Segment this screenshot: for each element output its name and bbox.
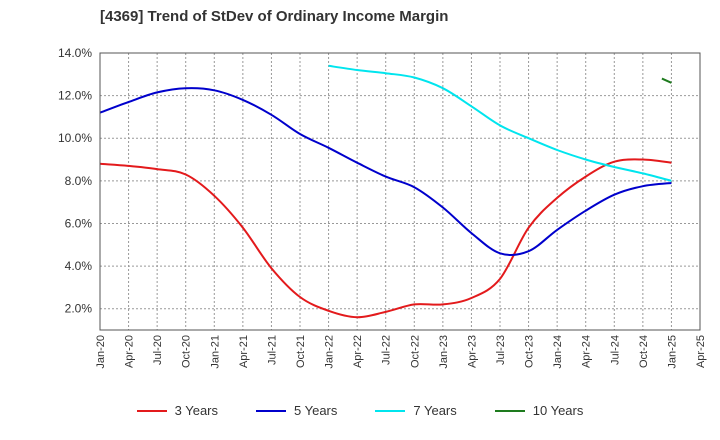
x-tick-label: Jan-24 xyxy=(552,335,564,369)
plot-frame xyxy=(99,52,701,331)
x-tick-label: Jul-24 xyxy=(609,335,621,365)
y-tick-label: 2.0% xyxy=(65,302,93,316)
x-tick-label: Jan-22 xyxy=(324,335,336,369)
legend-item-5-years: 5 Years xyxy=(256,403,337,418)
x-tick-label: Jul-23 xyxy=(495,335,507,365)
x-tick-label: Apr-20 xyxy=(124,335,136,368)
x-tick-label: Jul-21 xyxy=(266,335,278,365)
x-tick-label: Jul-22 xyxy=(381,335,393,365)
x-tick-label: Jan-21 xyxy=(209,335,221,369)
y-tick-label: 8.0% xyxy=(65,174,93,188)
series-line-10-years xyxy=(661,77,672,84)
legend-item-7-years: 7 Years xyxy=(375,403,457,418)
series-line-3-years xyxy=(99,158,672,319)
series-line-5-years xyxy=(99,87,672,256)
x-tick-label: Jul-20 xyxy=(152,335,164,365)
y-tick-label: 10.0% xyxy=(58,131,92,145)
x-tick-label: Apr-23 xyxy=(466,335,478,368)
y-tick-label: 14.0% xyxy=(58,46,92,60)
series-line-7-years xyxy=(328,64,672,182)
x-tick-label: Apr-25 xyxy=(695,335,707,368)
x-tick-label: Oct-20 xyxy=(181,335,193,368)
y-tick-label: 6.0% xyxy=(65,216,93,230)
legend-swatch-7-years xyxy=(375,409,406,412)
legend: 3 Years 5 Years 7 Years 10 Years xyxy=(0,403,720,418)
legend-label-5-years: 5 Years xyxy=(294,403,338,418)
x-tick-label: Apr-21 xyxy=(238,335,250,368)
series-lines xyxy=(99,64,672,319)
x-tick-label: Jan-25 xyxy=(666,335,678,369)
legend-swatch-5-years xyxy=(256,409,286,412)
legend-swatch-10-years xyxy=(494,409,525,412)
x-tick-label: Jan-20 xyxy=(95,335,107,369)
legend-item-10-years: 10 Years xyxy=(494,403,584,418)
axes: Jan-20 Apr-20 Jul-20 Oct-20 Jan-21 Apr-21 Jul-… xyxy=(58,46,707,369)
y-tick-label: 4.0% xyxy=(65,259,93,273)
grid xyxy=(100,53,700,330)
legend-label-10-years: 10 Years xyxy=(532,403,584,418)
legend-label-3-years: 3 Years xyxy=(174,403,218,418)
x-tick-label: Apr-24 xyxy=(581,335,593,368)
x-tick-label: Apr-22 xyxy=(352,335,364,368)
x-tick-label: Oct-23 xyxy=(524,335,536,368)
legend-label-7-years: 7 Years xyxy=(413,403,457,418)
x-tick-label: Oct-22 xyxy=(409,335,421,368)
legend-swatch-3-years xyxy=(136,409,167,412)
y-tick-label: 12.0% xyxy=(58,89,92,103)
chart-title: [4369] Trend of StDev of Ordinary Income… xyxy=(100,8,449,25)
x-tick-label: Oct-24 xyxy=(638,335,650,368)
legend-item-3-years: 3 Years xyxy=(136,403,218,418)
x-tick-label: Jan-23 xyxy=(438,335,450,369)
x-tick-label: Oct-21 xyxy=(295,335,307,368)
